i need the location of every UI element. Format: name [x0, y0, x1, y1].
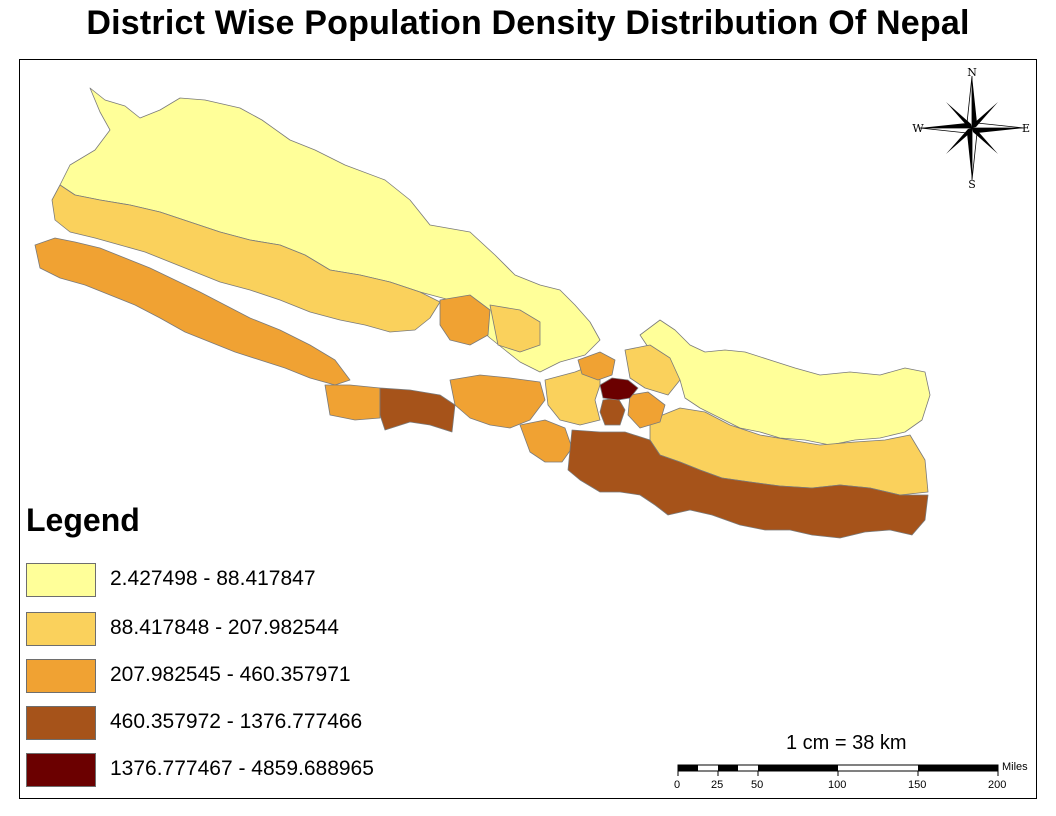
district-region [519, 419, 573, 463]
district-region [599, 397, 626, 426]
scale-tick-label: 25 [711, 779, 724, 791]
legend-label: 207.982545 - 460.357971 [110, 663, 351, 686]
north-arrow-compass: N S E W [912, 66, 1030, 191]
district-region [639, 319, 931, 446]
district-region [567, 429, 929, 539]
scale-tick-label: 200 [988, 779, 1007, 791]
district-region [489, 304, 541, 353]
district-region [324, 384, 381, 421]
scale-bar: Miles [677, 761, 1028, 776]
compass-n: N [967, 66, 977, 79]
compass-e: E [1022, 122, 1030, 135]
scale-tick-label: 150 [908, 779, 927, 791]
district-region [577, 351, 616, 381]
scale-tick-label: 50 [751, 779, 764, 791]
district-region [449, 374, 546, 429]
legend-label: 1376.777467 - 4859.688965 [110, 757, 374, 780]
legend-label: 2.427498 - 88.417847 [110, 567, 316, 590]
district-region [34, 237, 351, 386]
legend-swatch [26, 659, 96, 693]
district-region [379, 387, 456, 433]
legend-swatch [26, 612, 96, 646]
scale-tick-label: 100 [828, 779, 847, 791]
scale-ratio-text: 1 cm = 38 km [786, 732, 907, 754]
district-region [599, 377, 639, 401]
district-region [51, 184, 441, 333]
legend-title: Legend [26, 502, 140, 538]
compass-s: S [968, 178, 976, 191]
district-region [624, 344, 681, 396]
map-title: District Wise Population Density Distrib… [86, 4, 970, 42]
legend-swatch [26, 563, 96, 597]
legend-swatch [26, 706, 96, 740]
compass-w: W [912, 122, 924, 135]
nepal-districts [34, 87, 931, 539]
legend-label: 88.417848 - 207.982544 [110, 616, 339, 639]
map-frame [19, 59, 1037, 799]
scale-tick-label: 0 [674, 779, 681, 791]
scale-unit: Miles [1002, 761, 1028, 773]
legend-label: 460.357972 - 1376.777466 [110, 710, 363, 733]
district-region [627, 391, 666, 429]
legend-swatch [26, 753, 96, 787]
district-region [439, 294, 491, 346]
